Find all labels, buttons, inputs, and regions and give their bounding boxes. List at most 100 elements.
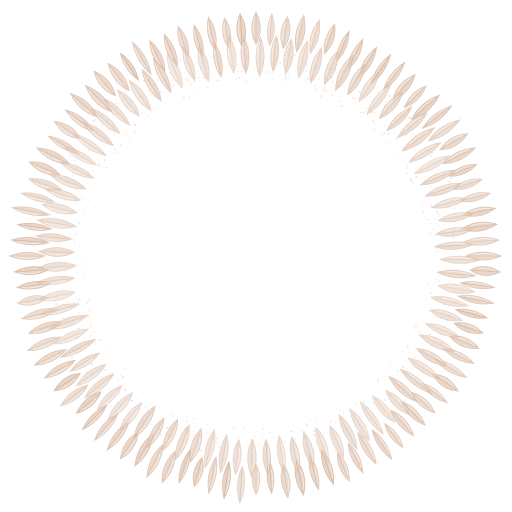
petal (295, 14, 306, 53)
speckle (327, 59, 329, 61)
speckle (129, 390, 131, 392)
petal (39, 303, 81, 316)
speckle (437, 168, 439, 171)
petal (337, 451, 350, 482)
speckle (438, 279, 441, 282)
speckle (164, 99, 166, 100)
speckle (371, 388, 374, 390)
speckle (198, 64, 200, 66)
speckle (417, 162, 418, 164)
speckle (182, 97, 185, 99)
speckle (141, 125, 143, 127)
speckle (408, 351, 411, 353)
speckle (434, 217, 437, 220)
petal (192, 456, 204, 488)
speckle (283, 441, 285, 443)
speckle (161, 109, 162, 111)
speckle (157, 440, 159, 443)
speckle (430, 292, 432, 294)
speckle (156, 103, 157, 105)
speckle (180, 423, 181, 424)
speckle (67, 302, 69, 304)
speckle (202, 77, 204, 79)
speckle (235, 78, 237, 81)
petal (329, 424, 344, 459)
speckle (140, 111, 143, 114)
petal (146, 417, 165, 449)
speckle (436, 210, 439, 213)
petal (119, 52, 140, 81)
speckle (71, 201, 73, 202)
speckle (78, 221, 81, 224)
speckle (46, 260, 48, 262)
speckle (199, 90, 201, 92)
petal (162, 418, 179, 452)
speckle (105, 166, 107, 169)
speckle (463, 263, 465, 265)
speckle (333, 418, 334, 420)
speckle (435, 247, 437, 250)
speckle (441, 212, 443, 214)
speckle (70, 249, 72, 251)
petal (448, 164, 478, 177)
speckle (254, 68, 256, 70)
speckle (449, 181, 452, 184)
speckle (116, 370, 118, 371)
speckle (142, 402, 144, 404)
speckle (382, 132, 384, 134)
petal (60, 162, 95, 179)
speckle (421, 343, 423, 345)
speckle (221, 50, 223, 52)
speckle (111, 113, 114, 116)
speckle (113, 117, 115, 119)
speckle (100, 375, 102, 378)
speckle (327, 436, 329, 438)
speckle (186, 416, 188, 418)
speckle (188, 442, 191, 445)
speckle (203, 76, 206, 79)
petal (232, 438, 242, 476)
speckle (314, 447, 316, 449)
speckle (86, 177, 87, 179)
speckle (437, 212, 440, 215)
petal (107, 62, 130, 92)
speckle (378, 379, 380, 380)
speckle (77, 312, 80, 315)
speckle (170, 412, 172, 415)
speckle (90, 139, 92, 141)
petal (297, 39, 309, 79)
speckle (230, 464, 232, 466)
speckle (340, 105, 343, 107)
petal (10, 237, 50, 246)
speckle (450, 177, 453, 180)
speckle (49, 213, 52, 216)
speckle (187, 77, 190, 80)
petal (392, 73, 416, 101)
petal (36, 147, 71, 165)
speckle (269, 431, 271, 434)
speckle (267, 61, 269, 63)
speckle (319, 95, 322, 98)
speckle (365, 424, 367, 426)
petal (280, 463, 291, 499)
speckle (73, 240, 76, 243)
speckle (413, 133, 415, 135)
speckle (286, 425, 287, 427)
petal (103, 97, 131, 126)
speckle (146, 115, 149, 117)
speckle (116, 151, 119, 154)
speckle (396, 374, 399, 376)
speckle (459, 207, 462, 209)
speckle (402, 139, 404, 141)
speckle (313, 56, 314, 58)
speckle (161, 106, 163, 108)
petal (16, 222, 53, 231)
speckle (76, 250, 78, 252)
petal (44, 188, 82, 201)
petal (439, 255, 481, 264)
petal (49, 174, 87, 190)
speckle (125, 394, 127, 396)
speckle (175, 94, 176, 96)
speckle (197, 76, 200, 79)
speckle (408, 342, 410, 343)
